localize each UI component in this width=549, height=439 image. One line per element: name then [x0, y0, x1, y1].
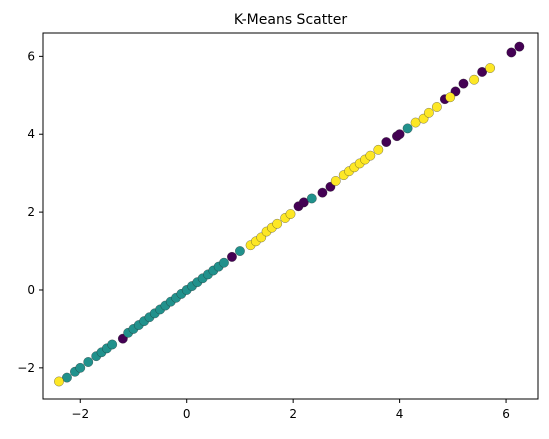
y-tick-label: 4 — [27, 127, 35, 141]
scatter-point-cluster-1-3 — [83, 357, 94, 367]
scatter-point-cluster-0-3 — [298, 197, 309, 208]
scatter-point-cluster-1-27 — [235, 246, 245, 256]
scatter-point-cluster-0-1 — [227, 252, 237, 262]
x-axis: −2 0 2 4 6 — [71, 399, 510, 421]
scatter-point-cluster-2-8 — [285, 209, 296, 219]
scatter-point-cluster-1-28 — [306, 193, 317, 204]
y-tick-label: 0 — [27, 283, 35, 297]
scatter-point-cluster-0-14 — [514, 41, 525, 52]
scatter-point-cluster-2-23 — [485, 63, 495, 73]
scatter-point-cluster-0-6 — [381, 137, 392, 147]
y-axis: −2 0 2 4 6 — [17, 49, 43, 375]
scatter-point-cluster-0-4 — [317, 187, 328, 198]
scatter-point-cluster-2-0 — [54, 376, 64, 387]
x-tick-label: −2 — [71, 407, 89, 421]
scatter-point-cluster-1-2 — [75, 362, 86, 373]
plot-frame — [42, 32, 539, 400]
y-tick-label: 6 — [27, 49, 35, 63]
scatter-point-cluster-1-26 — [219, 257, 229, 268]
points-layer — [54, 41, 525, 387]
scatter-point-cluster-2-6 — [272, 218, 283, 229]
scatter-point-cluster-1-7 — [107, 339, 118, 350]
y-tick-label: −2 — [17, 361, 35, 375]
x-tick-label: 0 — [183, 407, 191, 421]
scatter-point-cluster-0-8 — [394, 129, 405, 140]
y-tick-label: 2 — [27, 205, 35, 219]
scatter-point-cluster-0-12 — [477, 67, 487, 77]
scatter-point-cluster-2-22 — [469, 74, 479, 85]
scatter-point-cluster-0-13 — [506, 47, 517, 58]
scatter-point-cluster-2-19 — [424, 107, 434, 118]
chart-title: K-Means Scatter — [234, 12, 347, 28]
scatter-point-cluster-1-29 — [402, 123, 413, 134]
scatter-point-cluster-2-16 — [373, 144, 384, 155]
scatter-point-cluster-2-20 — [432, 102, 442, 112]
scatter-point-cluster-2-17 — [410, 117, 421, 128]
x-tick-label: 2 — [289, 407, 297, 421]
scatter-point-cluster-2-9 — [330, 176, 341, 186]
scatter-point-cluster-2-15 — [365, 150, 376, 161]
x-tick-label: 6 — [502, 407, 510, 421]
x-tick-label: 4 — [396, 407, 404, 421]
scatter-point-cluster-0-11 — [458, 78, 469, 89]
scatter-point-cluster-1-0 — [62, 372, 72, 383]
scatter-point-cluster-2-21 — [445, 92, 456, 103]
